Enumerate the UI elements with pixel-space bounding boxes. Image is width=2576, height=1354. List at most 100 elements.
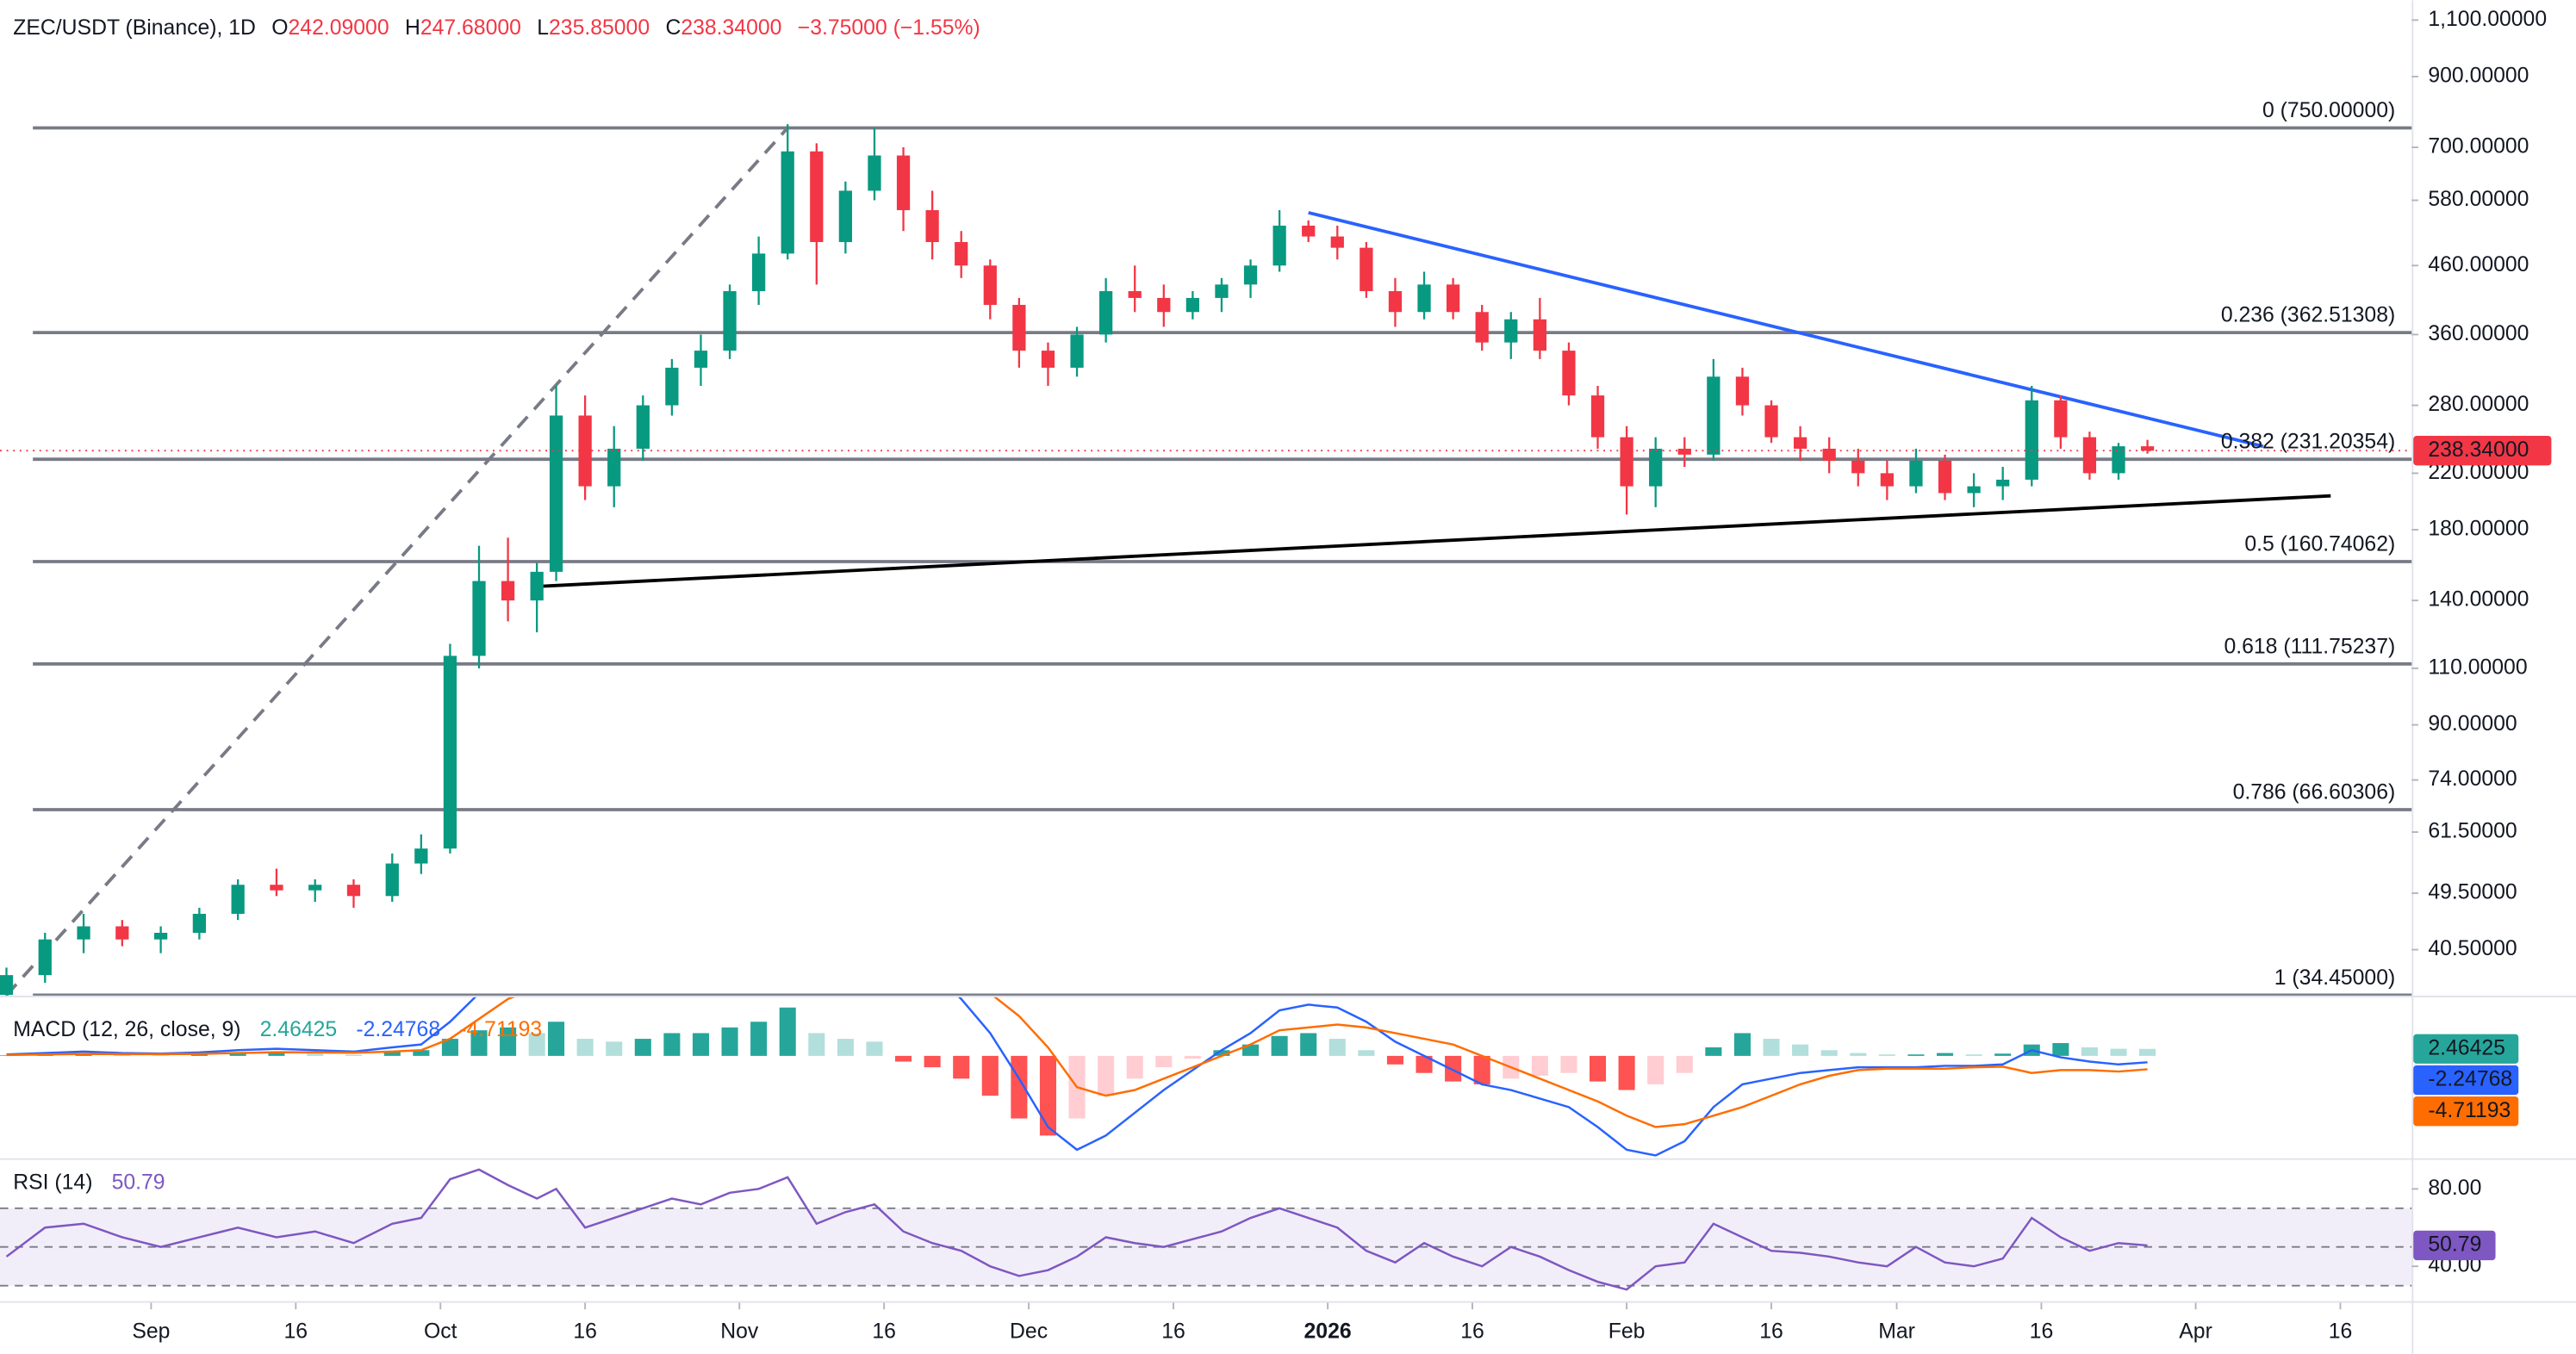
candle-body (1041, 351, 1055, 368)
candle-body (0, 975, 14, 995)
x-tick-label: Oct (424, 1320, 457, 1343)
trend-line (1308, 211, 2264, 449)
symbol-title: ZEC/USDT (Binance), 1D (13, 16, 256, 39)
legend-value: 235.85000 (549, 16, 650, 39)
candle-body (2054, 400, 2068, 438)
macd-value-box (2413, 1034, 2519, 1064)
macd-value-box (2413, 1096, 2519, 1127)
candle-body (1185, 297, 1200, 313)
candle-body (752, 253, 766, 292)
macd-histogram-bar (114, 1054, 131, 1056)
macd-histogram-bar (500, 1027, 517, 1056)
macd-histogram-bar (1936, 1053, 1954, 1056)
trend-line (5, 127, 789, 996)
candle-body (472, 581, 486, 656)
candle-body (607, 448, 621, 487)
macd-histogram-bar (606, 1041, 623, 1056)
candle-body (1677, 448, 1691, 455)
y-tick-label: 90.00000 (2428, 712, 2517, 736)
rsi-value: 50.79 (112, 1171, 165, 1194)
candle-body (1417, 284, 1431, 313)
y-tick-label: 460.00000 (2428, 253, 2529, 276)
macd-histogram-bar (750, 1022, 768, 1056)
rsi-value-box (2413, 1230, 2496, 1261)
macd-histogram-bar (2052, 1043, 2069, 1056)
macd-macd-line (6, 997, 2148, 1157)
macd-header: MACD (12, 26, close, 9) 2.46425 -2.24768… (13, 1018, 542, 1041)
y-tick-label: 49.50000 (2428, 881, 2517, 904)
legend-value: 238.34000 (681, 16, 781, 39)
macd-histogram-bar (1386, 1055, 1403, 1065)
macd-histogram-bar (470, 1030, 488, 1056)
macd-signal-value: -4.71193 (459, 1018, 542, 1041)
x-tick-label: Nov (720, 1320, 759, 1343)
last-price-label: 238.34000 (2428, 438, 2529, 462)
macd-histogram-bar (1184, 1055, 1201, 1059)
candle-body (1330, 236, 1344, 248)
candle-body (1388, 291, 1403, 313)
x-tick-label: 16 (1161, 1320, 1185, 1343)
candle-body (896, 155, 911, 210)
candle-body (925, 209, 939, 243)
macd-pane (0, 997, 2156, 1157)
x-tick-label: Dec (1010, 1320, 1048, 1343)
candle-body (38, 939, 52, 976)
x-tick-label: 2026 (1304, 1320, 1352, 1343)
macd-hist-value: 2.46425 (260, 1018, 338, 1041)
candle-body (443, 655, 457, 849)
candle-body (1590, 395, 1605, 438)
fib-level-label: 0.382 (231.20354) (2221, 431, 2395, 454)
last-price-box (2413, 436, 2552, 466)
macd-line-value: -2.24768 (356, 1018, 440, 1041)
fib-level-label: 1 (34.45000) (2274, 966, 2395, 990)
x-tick-label: 16 (1460, 1320, 1484, 1343)
legend-value: 242.09000 (289, 16, 389, 39)
y-tick-label: 360.00000 (2428, 322, 2529, 345)
candle-body (723, 291, 737, 351)
candle-body (1272, 225, 1286, 266)
macd-histogram-bar (1473, 1055, 1490, 1084)
y-tick-label: 280.00000 (2428, 393, 2529, 416)
y-tick-label: 40.50000 (2428, 937, 2517, 960)
candle-body (501, 581, 515, 601)
macd-histogram-bar (1098, 1055, 1115, 1096)
macd-histogram-bar (924, 1055, 941, 1068)
y-tick-label: 74.00000 (2428, 767, 2517, 791)
candle-body (192, 913, 207, 933)
candle-body (1157, 297, 1171, 313)
macd-histogram-bar (981, 1055, 999, 1096)
price-change: −3.75000 (−1.55%) (798, 16, 980, 39)
x-tick-label: 16 (872, 1320, 896, 1343)
macd-histogram-bar (1850, 1053, 1867, 1056)
macd-histogram-bar (548, 1022, 565, 1056)
macd-histogram-bar (1328, 1039, 1346, 1056)
macd-histogram-bar (2081, 1047, 2098, 1056)
macd-histogram-bar (1300, 1033, 1317, 1056)
rsi-pane (0, 1168, 2412, 1291)
candle-body (2082, 437, 2097, 474)
candle-body (1735, 376, 1750, 406)
y-tick-label: 110.00000 (2428, 656, 2527, 680)
macd-value-label: -2.24768 (2428, 1068, 2512, 1091)
candle-body (231, 885, 245, 914)
x-tick-label: Apr (2179, 1320, 2212, 1343)
macd-histogram-bar (441, 1039, 458, 1056)
y-tick-label: 1,100.00000 (2428, 8, 2547, 31)
legend-key: L (537, 16, 549, 39)
macd-histogram-bar (383, 1051, 401, 1056)
rsi-line (5, 1168, 2148, 1291)
candle-body (868, 155, 881, 191)
fib-level-label: 0.618 (111.75237) (2224, 635, 2395, 658)
candle-body (1793, 437, 1808, 449)
candle-body (153, 932, 168, 940)
candle-body (1707, 376, 1720, 455)
macd-histogram-bar (1733, 1033, 1751, 1056)
x-tick-label: 16 (284, 1320, 308, 1343)
candle-body (1851, 460, 1865, 474)
candle-body (665, 367, 679, 406)
macd-histogram-bar (1965, 1054, 1982, 1056)
candle-body (1215, 284, 1229, 298)
macd-histogram-bar (1994, 1053, 2012, 1056)
